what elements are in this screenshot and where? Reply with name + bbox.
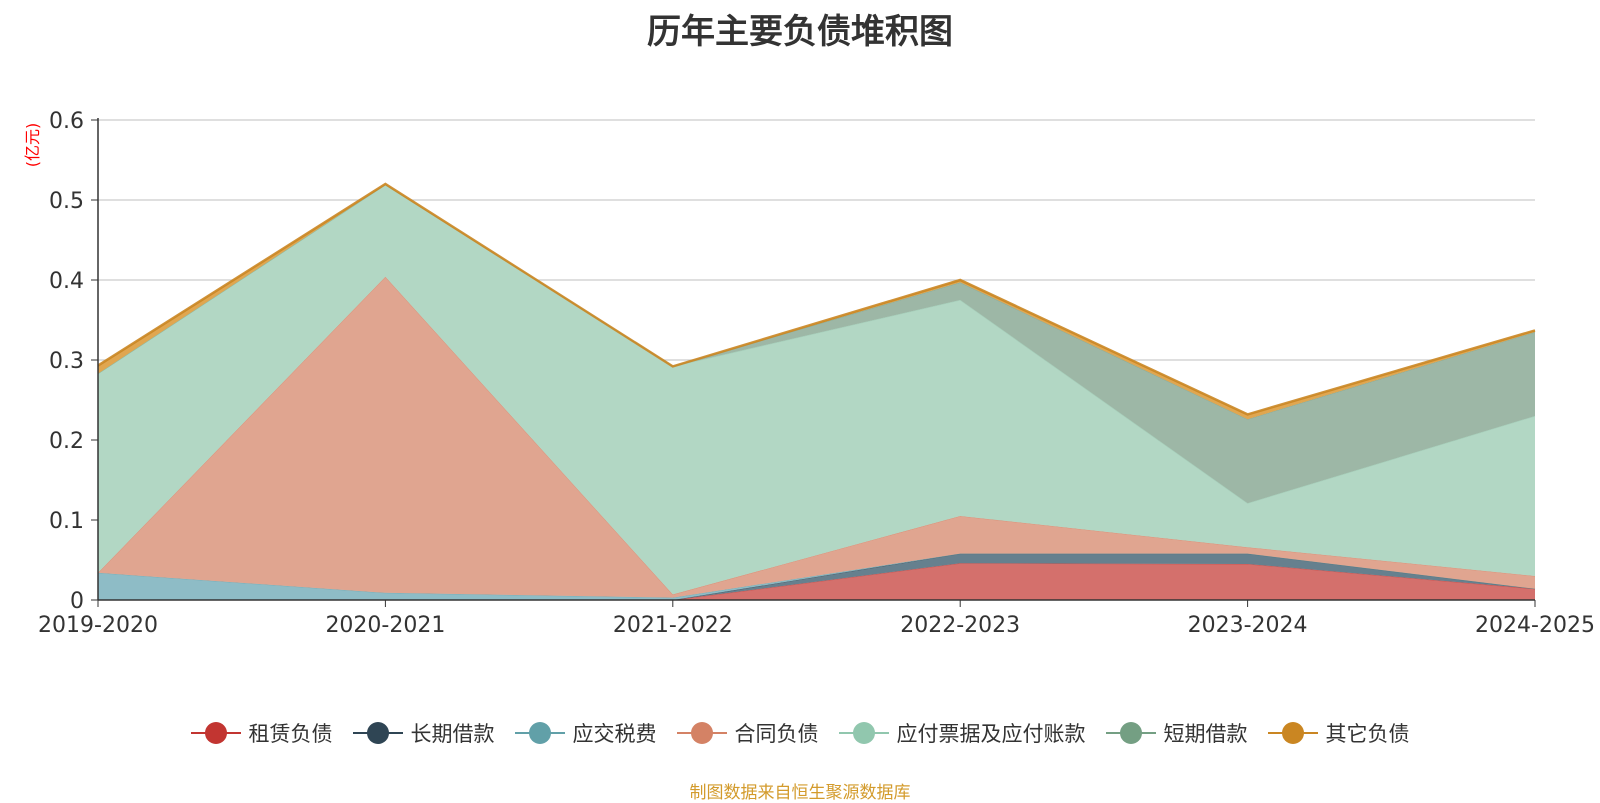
legend-item[interactable]: 长期借款 [352,718,495,748]
area-series-1 [98,563,1535,600]
x-tick-label: 2019-2020 [38,613,158,638]
legend-label: 合同负债 [734,722,819,746]
legend-label: 租赁负债 [248,722,333,746]
area-series-4 [98,276,1535,598]
y-tick-label: 0.3 [49,349,84,374]
legend-item[interactable]: 应付票据及应付账款 [838,718,1086,748]
legend-item[interactable]: 其它负债 [1267,718,1410,748]
y-axis-unit-label: (亿元) [23,123,42,168]
legend-marker-icon [514,721,565,745]
legend-item[interactable]: 短期借款 [1105,718,1248,748]
area-series-group [97,182,1536,601]
legend-marker-icon [1105,721,1156,745]
legend-marker-icon [1267,721,1318,745]
y-tick-label: 0 [70,589,84,614]
legend-item[interactable]: 租赁负债 [190,718,333,748]
y-tick-label: 0.6 [49,109,84,134]
legend-label: 其它负债 [1325,722,1410,746]
legend-marker-icon [352,721,403,745]
x-tick-label: 2024-2025 [1475,613,1595,638]
area-series-6 [98,184,1535,504]
legend-label: 应交税费 [572,722,657,746]
legend: 租赁负债 长期借款 应交税费 合同负债 应付票据及应付账款 短期借款 其它负债 [0,718,1600,748]
legend-marker-icon [838,721,889,745]
axes: 0 0.1 0.2 0.3 0.4 0.5 0.6 2019-2020 2020-2021 202… [38,109,1595,638]
legend-item[interactable]: 应交税费 [514,718,657,748]
legend-label: 应付票据及应付账款 [896,722,1086,746]
y-tick-label: 0.5 [49,189,84,214]
legend-marker-icon [190,721,241,745]
legend-item[interactable]: 合同负债 [676,718,819,748]
source-note: 制图数据来自恒生聚源数据库 [689,783,911,803]
y-tick-label: 0.2 [49,429,84,454]
y-tick-label: 0.4 [49,269,84,294]
x-tick-label: 2021-2022 [613,613,733,638]
chart-title: 历年主要负债堆积图 [647,12,953,52]
series-line-7 [97,182,1536,416]
x-tick-label: 2020-2021 [325,613,445,638]
area-series-5 [98,184,1535,595]
x-tick-label: 2022-2023 [900,613,1020,638]
stacked-area-chart: 0 0.1 0.2 0.3 0.4 0.5 0.6 2019-2020 2020-2021 202… [23,109,1595,638]
legend-marker-icon [676,721,727,745]
y-tick-label: 0.1 [49,509,84,534]
area-series-3 [98,553,1535,600]
legend-label: 短期借款 [1163,722,1248,746]
legend-label: 长期借款 [410,722,495,746]
x-tick-label: 2023-2024 [1188,613,1308,638]
